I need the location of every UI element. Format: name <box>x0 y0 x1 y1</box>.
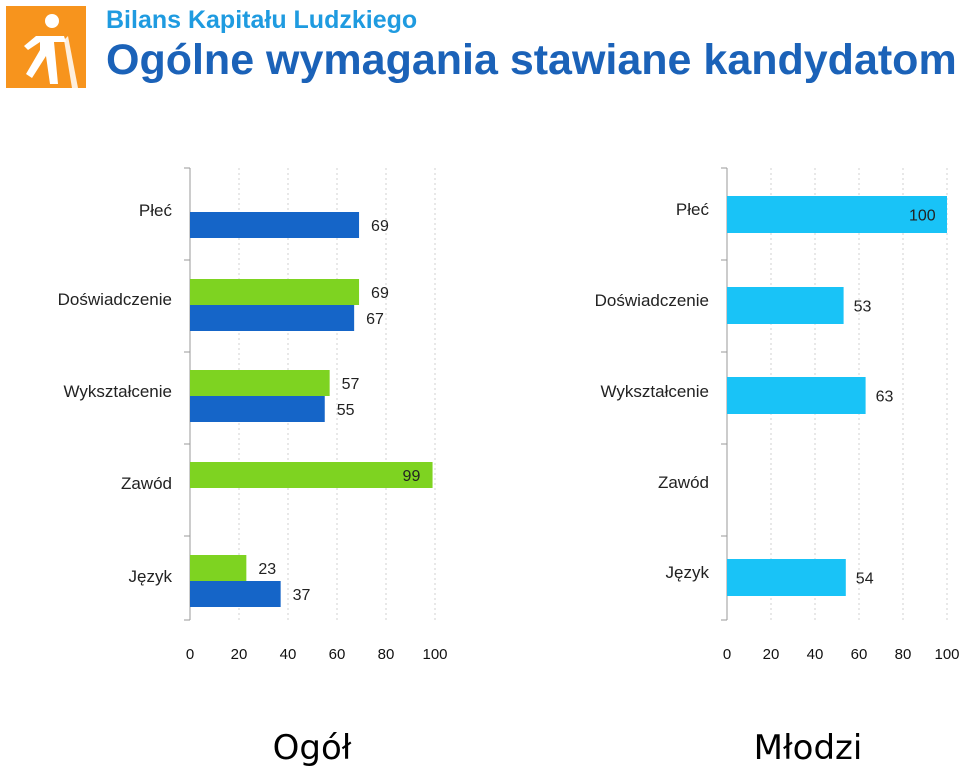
x-tick-label: 80 <box>378 646 395 663</box>
x-tick-label: 100 <box>934 646 959 663</box>
category-label-zawod: Zawód <box>658 473 709 492</box>
bar-wyksztalcenie-blue <box>190 396 325 422</box>
bar-doswiadczenie-blue <box>190 305 355 331</box>
chart-caption-mlodzi: Młodzi <box>753 728 863 768</box>
data-label-wyksztalcenie-blue: 55 <box>337 402 355 419</box>
chart-caption-ogol: Ogół <box>272 728 352 768</box>
walking-person-icon <box>6 6 86 88</box>
category-label-jezyk: Język <box>129 567 173 586</box>
data-label-doswiadczenie-cyan: 53 <box>854 299 872 316</box>
category-label-doswiadczenie: Doświadczenie <box>58 290 172 309</box>
category-label-wyksztalcenie: Wykształcenie <box>601 382 710 401</box>
data-label-jezyk-cyan: 54 <box>856 571 874 588</box>
category-label-zawod: Zawód <box>121 474 172 493</box>
brand-name: Bilans Kapitału Ludzkiego <box>106 6 418 34</box>
bar-wyksztalcenie-cyan <box>727 377 866 414</box>
x-tick-label: 60 <box>329 646 346 663</box>
x-tick-label: 100 <box>422 646 447 663</box>
category-label-plec: Płeć <box>139 201 173 220</box>
x-tick-label: 60 <box>851 646 868 663</box>
bar-plec-cyan <box>727 196 947 233</box>
data-label-plec-blue: 69 <box>371 218 389 235</box>
bar-plec-blue <box>190 212 360 238</box>
chart-ogol: Płeć Doświadczenie Wykształcenie Zawód Język… <box>58 167 448 663</box>
category-label-doswiadczenie: Doświadczenie <box>595 291 709 310</box>
bar-zawod-green <box>190 462 433 488</box>
x-tick-label: 0 <box>723 646 731 663</box>
x-tick-label: 80 <box>895 646 912 663</box>
x-tick-label: 20 <box>763 646 780 663</box>
bar-jezyk-blue <box>190 581 281 607</box>
data-label-plec-cyan: 100 <box>909 208 936 225</box>
category-label-plec: Płeć <box>676 200 710 219</box>
data-label-jezyk-green: 23 <box>258 561 276 578</box>
data-label-zawod-green: 99 <box>403 468 421 485</box>
data-label-jezyk-blue: 37 <box>293 587 311 604</box>
bar-wyksztalcenie-green <box>190 370 330 396</box>
x-tick-label: 0 <box>186 646 194 663</box>
bar-jezyk-cyan <box>727 559 846 596</box>
data-label-wyksztalcenie-green: 57 <box>342 376 360 393</box>
bar-doswiadczenie-cyan <box>727 287 844 324</box>
page-title: Ogólne wymagania stawiane kandydatom <box>106 36 957 84</box>
category-label-wyksztalcenie: Wykształcenie <box>64 382 173 401</box>
chart-mlodzi: Płeć Doświadczenie Wykształcenie Zawód Język… <box>595 167 960 663</box>
category-label-jezyk: Język <box>666 563 710 582</box>
bar-jezyk-green <box>190 555 247 581</box>
x-tick-label: 40 <box>807 646 824 663</box>
x-tick-label: 40 <box>280 646 297 663</box>
data-label-doswiadczenie-blue: 67 <box>366 311 384 328</box>
logo <box>6 6 86 88</box>
data-label-wyksztalcenie-cyan: 63 <box>876 389 894 406</box>
x-tick-label: 20 <box>231 646 248 663</box>
data-label-doswiadczenie-green: 69 <box>371 285 389 302</box>
bar-doswiadczenie-green <box>190 279 360 305</box>
